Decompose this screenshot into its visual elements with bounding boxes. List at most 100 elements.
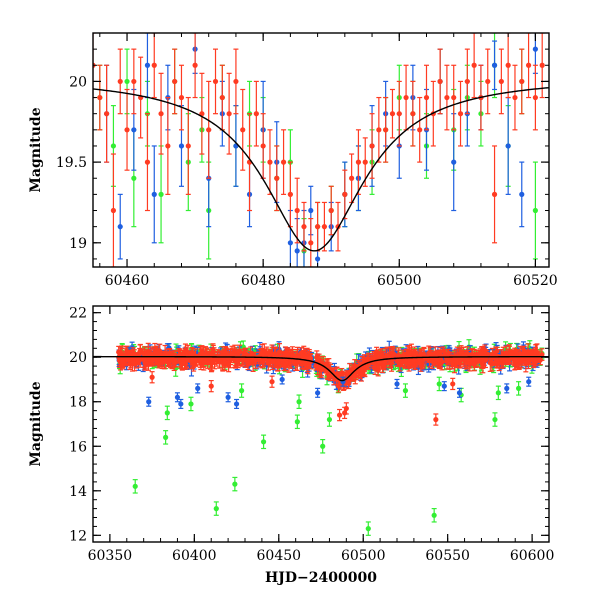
data-point-red <box>185 96 191 195</box>
outlier-point-red <box>269 375 275 388</box>
bottom-panel-data <box>93 339 549 536</box>
data-point-red <box>532 64 538 131</box>
x-tick-label: 60550 <box>425 548 470 564</box>
outlier-point-green <box>132 479 138 494</box>
outlier-point-blue <box>394 378 400 389</box>
data-point-blue <box>505 96 511 195</box>
bottom-panel-frame <box>92 305 550 543</box>
data-point-red <box>97 64 103 131</box>
data-point-red <box>253 80 259 147</box>
top-y-axis-label: Magnitude <box>28 107 44 192</box>
outlier-point-red <box>208 379 214 393</box>
baseline-point-red <box>464 346 470 363</box>
data-point-red <box>165 96 171 195</box>
data-point-red <box>417 96 423 163</box>
data-point-red <box>451 64 457 131</box>
outlier-point-blue <box>225 392 231 403</box>
bottom-y-axis-label: Magnitude <box>28 381 44 466</box>
data-point-red <box>110 153 117 267</box>
data-point-red <box>308 217 314 267</box>
data-point-red <box>301 201 307 252</box>
outlier-point-green <box>492 412 498 427</box>
top-panel: 60460 60480 60500 60520 19 19.5 20 Magnitude <box>28 32 558 289</box>
outlier-point-blue <box>174 392 181 403</box>
baseline-point-red <box>166 358 172 368</box>
baseline-point-red <box>141 351 147 369</box>
data-point-red <box>212 48 219 115</box>
outlier-point-green <box>164 405 170 421</box>
top-panel-data <box>93 33 549 267</box>
outlier-point-green <box>495 385 501 401</box>
baseline-point-red <box>384 346 390 366</box>
y-tick-label: 20 <box>69 74 87 90</box>
data-point-red <box>117 48 123 115</box>
data-point-blue <box>519 161 525 228</box>
y-tick-label: 12 <box>69 528 87 544</box>
data-point-red <box>192 33 198 99</box>
data-point-blue <box>233 105 239 187</box>
y-tick-label: 16 <box>69 439 87 455</box>
baseline-point-red <box>269 352 276 371</box>
outlier-point-red <box>336 408 343 422</box>
outlier-point-blue <box>441 381 447 392</box>
data-point-red <box>199 72 205 155</box>
x-tick-label: 60600 <box>510 548 555 564</box>
data-point-red <box>131 48 137 115</box>
data-point-red <box>104 64 110 163</box>
data-point-blue <box>151 145 157 244</box>
model-curve <box>93 355 549 382</box>
data-point-red <box>471 33 477 99</box>
data-point-red <box>437 48 443 115</box>
baseline-point-red <box>400 349 407 362</box>
x-tick-label: 60500 <box>341 548 386 564</box>
outlier-point-green <box>516 381 522 396</box>
data-point-red <box>233 48 239 115</box>
data-point-red <box>349 153 355 204</box>
data-point-red <box>321 201 328 252</box>
outlier-point-green <box>213 501 219 516</box>
bottom-x-axis-label: HJD−2400000 <box>265 570 377 586</box>
baseline-point-red <box>471 357 477 372</box>
data-point-red <box>314 201 321 252</box>
baseline-point-red <box>245 358 251 371</box>
data-point-red <box>519 48 525 115</box>
data-point-red <box>178 64 185 131</box>
outlier-point-green <box>294 414 300 430</box>
y-tick-label: 14 <box>69 484 87 500</box>
outlier-point-green <box>188 396 194 412</box>
data-point-red <box>423 64 430 131</box>
x-tick-label: 60350 <box>88 548 133 564</box>
data-point-red <box>396 80 402 147</box>
data-point-red <box>260 113 266 179</box>
baseline-point-red <box>148 346 154 363</box>
y-tick-label: 19.5 <box>56 155 87 171</box>
outlier-point-red <box>149 371 155 384</box>
data-point-red <box>287 161 293 228</box>
data-point-red <box>206 80 212 179</box>
outlier-point-green <box>431 508 437 523</box>
data-point-red <box>274 145 280 212</box>
data-point-red <box>539 33 545 99</box>
data-point-red <box>464 48 470 115</box>
x-tick-label: 60520 <box>513 273 558 289</box>
data-point-red <box>328 185 334 236</box>
x-tick-label: 60460 <box>105 273 150 289</box>
baseline-point-red <box>521 345 527 362</box>
data-point-red <box>226 72 232 155</box>
data-point-red <box>491 145 498 244</box>
outlier-point-blue <box>315 387 321 398</box>
x-tick-label: 60500 <box>377 273 422 289</box>
top-panel-axes: 60460 60480 60500 60520 19 19.5 20 <box>56 33 558 289</box>
data-point-red <box>444 64 450 131</box>
data-point-red <box>172 48 178 115</box>
outlier-point-red <box>450 377 456 391</box>
data-point-red <box>389 88 396 139</box>
outlier-point-green <box>436 376 442 392</box>
outlier-point-blue <box>233 398 240 410</box>
data-point-red <box>267 129 273 195</box>
data-point-red <box>294 177 300 244</box>
outlier-point-blue <box>456 387 463 398</box>
baseline-point-red <box>537 354 544 366</box>
data-point-red <box>158 72 164 155</box>
